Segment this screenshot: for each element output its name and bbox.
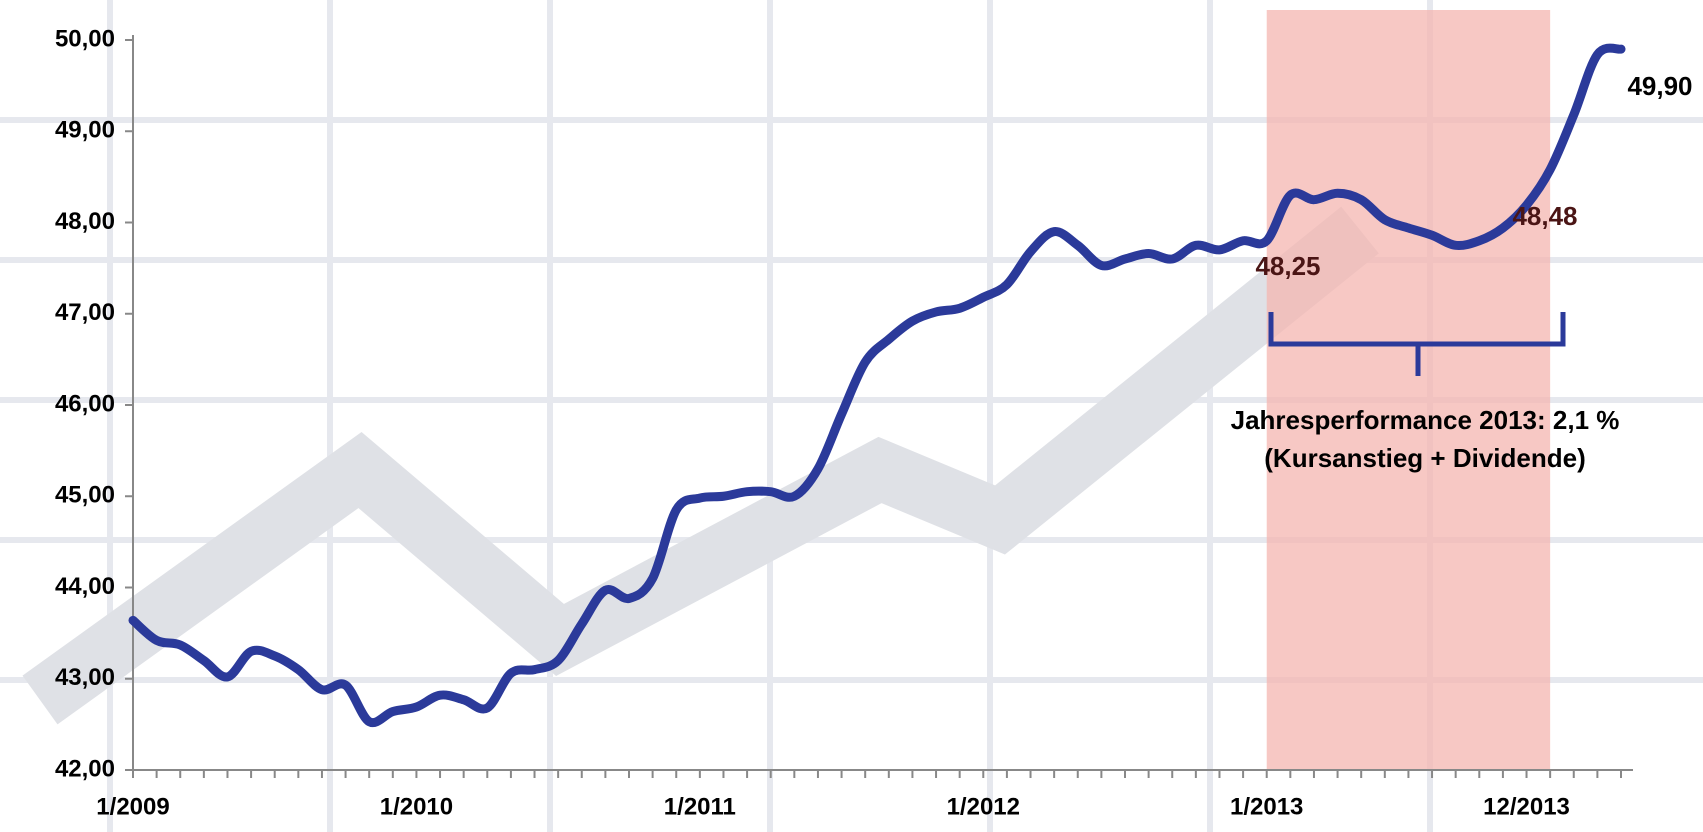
y-tick-label: 45,00 bbox=[55, 482, 115, 509]
x-tick-label: 1/2010 bbox=[380, 793, 453, 820]
x-tick-label: 12/2013 bbox=[1483, 793, 1570, 820]
y-tick-label: 46,00 bbox=[55, 390, 115, 417]
x-tick-label: 1/2009 bbox=[96, 793, 169, 820]
highlight-band bbox=[1266, 10, 1551, 770]
x-tick-label: 1/2012 bbox=[947, 793, 1020, 820]
x-tick-label: 1/2013 bbox=[1230, 793, 1303, 820]
y-tick-label: 49,00 bbox=[55, 117, 115, 144]
y-tick-label: 50,00 bbox=[55, 25, 115, 52]
line bbox=[128, 43, 1626, 728]
annotation: (Kursanstieg + Dividende) bbox=[1264, 443, 1585, 473]
annotation: 48,48 bbox=[1512, 201, 1577, 231]
y-tick-label: 44,00 bbox=[55, 573, 115, 600]
annotation: Jahresperformance 2013: 2,1 % bbox=[1231, 405, 1620, 435]
y-tick-label: 43,00 bbox=[55, 664, 115, 691]
y-tick-label: 47,00 bbox=[55, 299, 115, 326]
y-tick-label: 42,00 bbox=[55, 755, 115, 782]
annotation: 48,25 bbox=[1255, 251, 1320, 281]
x-tick-label: 1/2011 bbox=[664, 793, 736, 820]
brace bbox=[1268, 312, 1566, 376]
annotation: 49,90 bbox=[1627, 71, 1692, 101]
y-tick-label: 48,00 bbox=[55, 208, 115, 235]
